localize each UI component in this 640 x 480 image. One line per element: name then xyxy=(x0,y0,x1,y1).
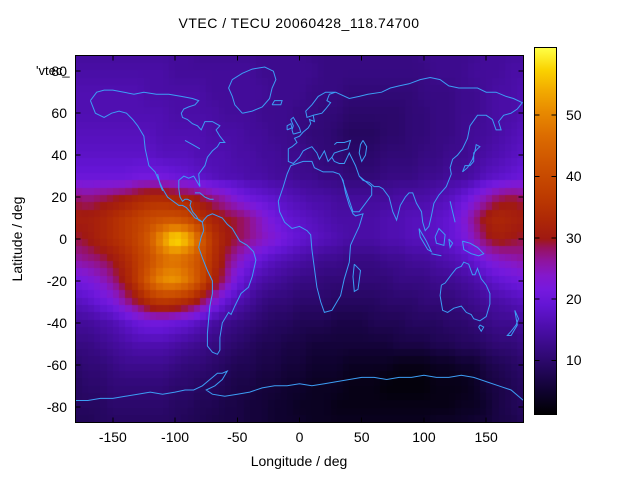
colorbar-tick-label: 50 xyxy=(566,107,582,123)
y-tick-label: 0 xyxy=(59,231,67,247)
y-tick-label: -80 xyxy=(46,398,67,415)
y-tick-label: -40 xyxy=(46,314,67,331)
y-axis-label: Latitude / deg xyxy=(9,196,25,282)
legend-key-label: 'vtec_ xyxy=(36,63,70,78)
y-tick-label: 80 xyxy=(51,63,67,80)
x-axis-label: Longitude / deg xyxy=(250,453,348,469)
y-tick-label: -20 xyxy=(46,272,67,289)
y-tick-label: 20 xyxy=(51,189,67,206)
x-tick-label: 150 xyxy=(474,429,498,445)
x-tick-label: 50 xyxy=(353,429,370,445)
x-tick-label: 100 xyxy=(412,429,436,445)
colorbar-tick-label: 10 xyxy=(566,352,582,369)
colorbar-tick-label: 30 xyxy=(566,229,582,246)
chart-title: VTEC / TECU 20060428_118.74700 xyxy=(178,15,420,31)
y-tick-label: -60 xyxy=(46,356,67,373)
y-tick-label: 60 xyxy=(51,105,67,122)
x-tick-label: 0 xyxy=(295,429,304,445)
y-tick-label: 40 xyxy=(51,147,67,164)
heatmap-canvas xyxy=(76,56,524,423)
x-tick-label: -150 xyxy=(98,429,127,445)
colorbar-gradient xyxy=(535,48,557,415)
colorbar-tick-label: 20 xyxy=(566,291,582,308)
x-tick-label: -50 xyxy=(227,429,248,445)
colorbar-tick-label: 40 xyxy=(566,168,582,185)
x-tick-label: -100 xyxy=(161,429,190,445)
